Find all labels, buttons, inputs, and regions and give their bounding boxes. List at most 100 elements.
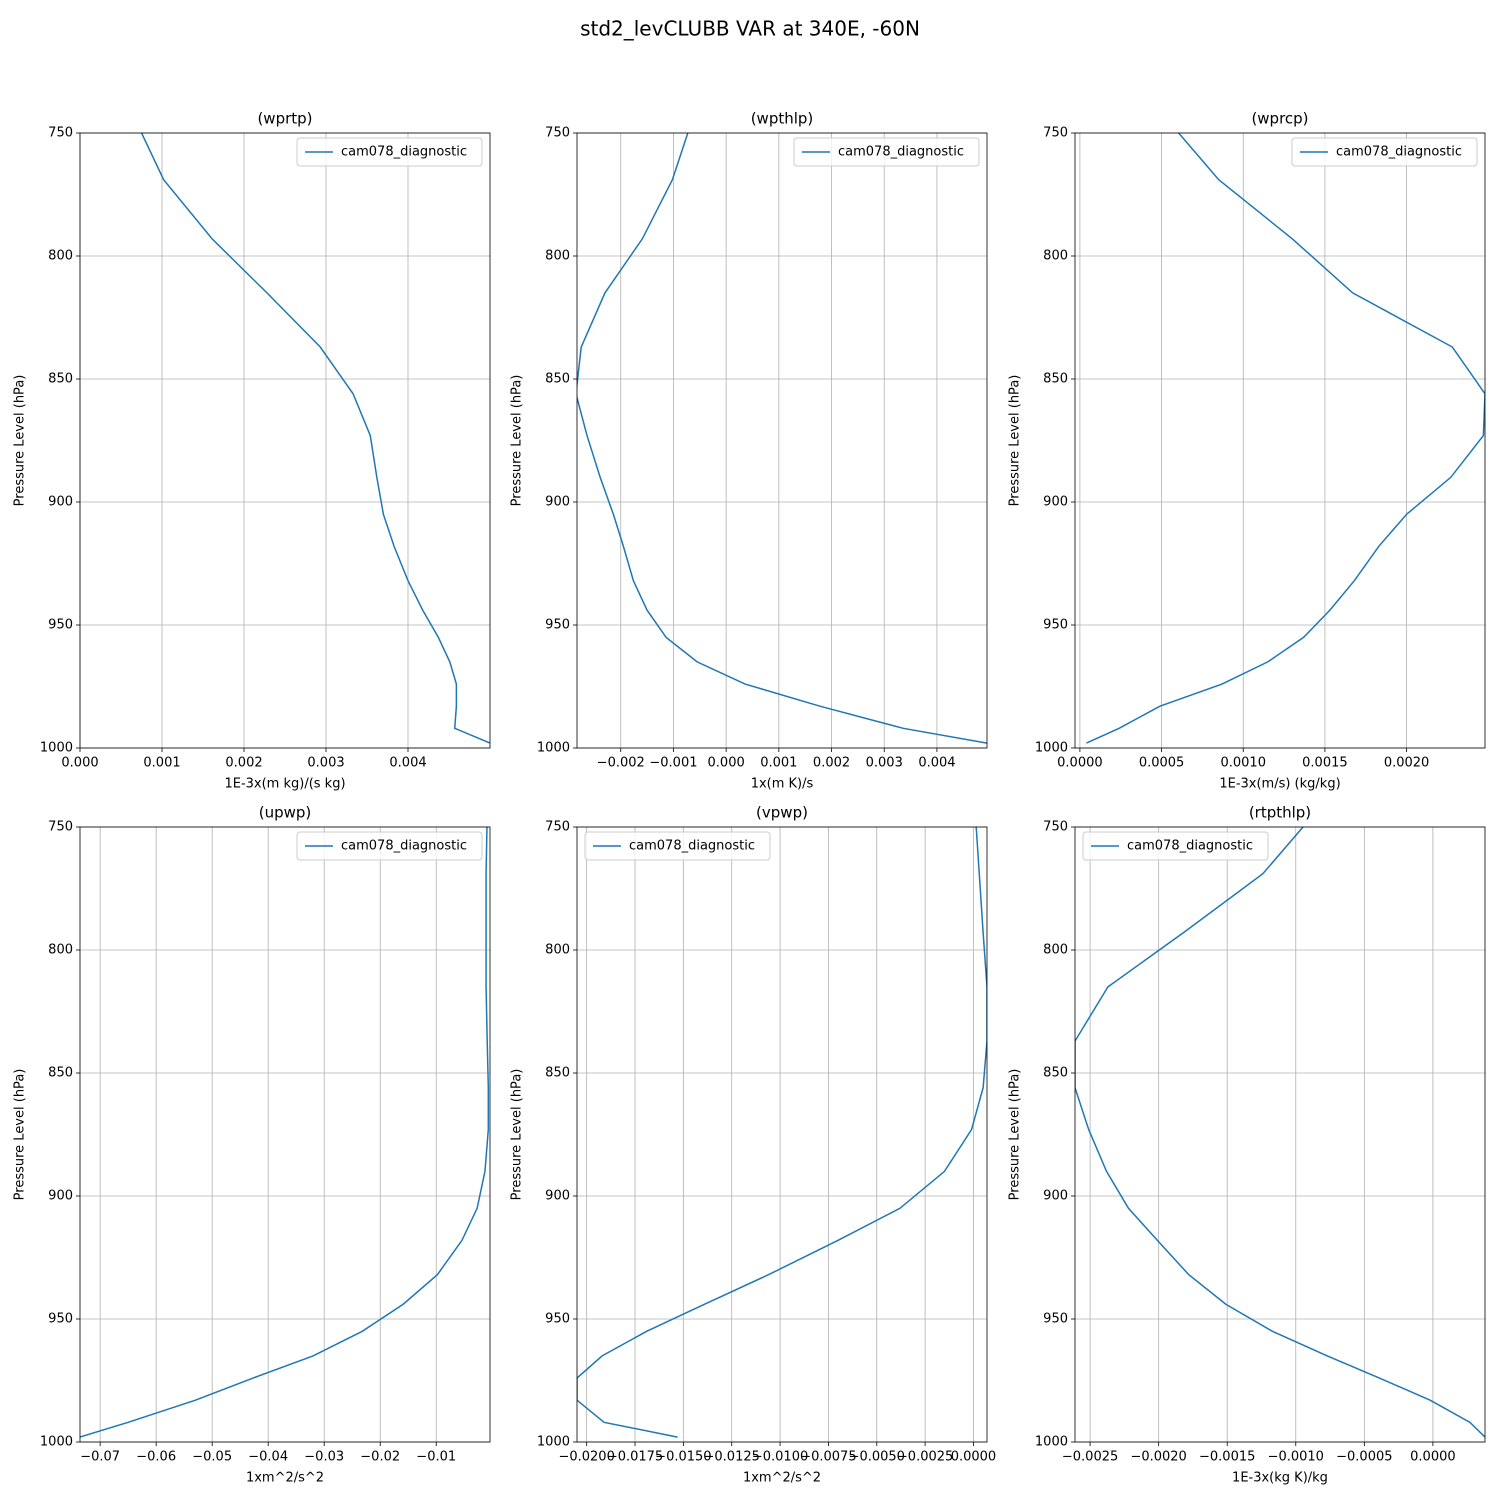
axes-frame <box>576 132 988 749</box>
legend-box <box>1082 831 1269 861</box>
x-tick-label: −0.0100 <box>752 1450 808 1465</box>
y-tick-label: 750 <box>48 820 73 835</box>
x-tick-label: −0.002 <box>597 756 645 771</box>
data-line <box>1086 133 1485 744</box>
y-tick-label: 850 <box>48 372 73 387</box>
axes-frame <box>79 132 491 749</box>
subplot-title: (upwp) <box>259 804 312 822</box>
y-tick-label: 850 <box>545 1066 570 1081</box>
y-tick-label: 1000 <box>40 741 73 756</box>
x-tick-label: −0.0020 <box>1130 1450 1186 1465</box>
y-axis-label: Pressure Level (hPa) <box>510 375 525 507</box>
subplot-title: (wprcp) <box>1251 110 1308 128</box>
x-axis-label: 1x(m K)/s <box>751 777 814 792</box>
y-tick-label: 800 <box>1043 943 1068 958</box>
data-line <box>577 133 987 744</box>
x-axis-label: 1E-3x(m/s) (kg/kg) <box>1219 777 1340 792</box>
y-tick-label: 1000 <box>537 741 570 756</box>
subplot-title: (rtpthlp) <box>1249 804 1311 822</box>
x-tick-label: 0.003 <box>307 756 344 771</box>
axes-frame <box>576 826 988 1443</box>
y-tick-label: 1000 <box>1035 741 1068 756</box>
x-tick-label: −0.0050 <box>849 1450 905 1465</box>
x-tick-label: 0.0015 <box>1302 756 1348 771</box>
x-tick-label: −0.0125 <box>704 1450 760 1465</box>
legend-label: cam078_diagnostic <box>838 145 964 160</box>
x-tick-label: 0.0010 <box>1220 756 1266 771</box>
x-tick-label: 0.003 <box>866 756 903 771</box>
data-line <box>80 827 490 1438</box>
legend: cam078_diagnostic <box>1291 137 1478 167</box>
x-tick-label: −0.0025 <box>1062 1450 1118 1465</box>
x-tick-label: 0.001 <box>143 756 180 771</box>
x-tick-label: −0.02 <box>360 1450 400 1465</box>
y-axis-label: Pressure Level (hPa) <box>13 375 28 507</box>
y-axis-label: Pressure Level (hPa) <box>510 1069 525 1201</box>
y-tick-label: 750 <box>545 126 570 141</box>
plot-area <box>80 827 490 1438</box>
x-tick-label: −0.0150 <box>655 1450 711 1465</box>
y-tick-label: 900 <box>1043 495 1068 510</box>
y-tick-label: 950 <box>545 1312 570 1327</box>
x-tick-label: 0.004 <box>918 756 955 771</box>
plot-area <box>1075 827 1485 1438</box>
y-tick-label: 950 <box>545 618 570 633</box>
y-tick-label: 850 <box>1043 1066 1068 1081</box>
x-tick-label: −0.001 <box>649 756 697 771</box>
legend-label: cam078_diagnostic <box>1127 839 1253 854</box>
legend-label: cam078_diagnostic <box>1336 145 1462 160</box>
legend: cam078_diagnostic <box>584 831 771 861</box>
plot-area <box>577 827 987 1438</box>
x-tick-label: 0.002 <box>813 756 850 771</box>
y-tick-label: 750 <box>1043 820 1068 835</box>
legend-box <box>296 137 483 167</box>
plot-area <box>140 133 490 744</box>
subplot-title: (wpthlp) <box>751 110 814 128</box>
data-line <box>140 133 490 744</box>
y-tick-label: 1000 <box>40 1435 73 1450</box>
y-tick-label: 800 <box>48 249 73 264</box>
legend: cam078_diagnostic <box>1082 831 1269 861</box>
y-tick-label: 800 <box>545 943 570 958</box>
y-tick-label: 750 <box>1043 126 1068 141</box>
x-tick-label: −0.04 <box>248 1450 288 1465</box>
axes-frame <box>79 826 491 1443</box>
data-line <box>577 827 987 1438</box>
x-tick-label: 0.002 <box>225 756 262 771</box>
y-axis-label: Pressure Level (hPa) <box>13 1069 28 1201</box>
x-axis-label: 1xm^2/s^2 <box>743 1471 821 1486</box>
subplot: −0.0200−0.0175−0.0150−0.0125−0.0100−0.00… <box>510 804 997 1486</box>
legend-box <box>296 831 483 861</box>
plot-area <box>1086 133 1485 744</box>
x-axis-label: 1E-3x(kg K)/kg <box>1232 1471 1328 1486</box>
y-tick-label: 1000 <box>537 1435 570 1450</box>
subplot-title: (wprtp) <box>257 110 312 128</box>
x-tick-label: 0.0000 <box>1057 756 1103 771</box>
x-tick-label: −0.07 <box>80 1450 120 1465</box>
x-tick-label: −0.06 <box>136 1450 176 1465</box>
legend-box <box>584 831 771 861</box>
legend-box <box>793 137 980 167</box>
y-tick-label: 850 <box>545 372 570 387</box>
data-line <box>1075 827 1485 1438</box>
figure-title: std2_levCLUBB VAR at 340E, -60N <box>580 17 920 41</box>
legend-label: cam078_diagnostic <box>629 839 755 854</box>
x-tick-label: −0.0025 <box>897 1450 953 1465</box>
y-tick-label: 900 <box>1043 1189 1068 1204</box>
x-tick-label: −0.0010 <box>1268 1450 1324 1465</box>
legend-box <box>1291 137 1478 167</box>
y-tick-label: 950 <box>1043 1312 1068 1327</box>
x-tick-label: −0.0005 <box>1336 1450 1392 1465</box>
y-tick-label: 900 <box>48 1189 73 1204</box>
subplot: −0.0025 −0.0020 −0.0015 −0.0010 −0.0005 0.000… <box>1008 804 1486 1486</box>
subplot-title: (vpwp) <box>756 804 808 822</box>
x-tick-label: −0.03 <box>304 1450 344 1465</box>
x-axis-label: 1xm^2/s^2 <box>246 1471 324 1486</box>
y-tick-label: 900 <box>545 1189 570 1204</box>
x-tick-label: −0.0200 <box>558 1450 614 1465</box>
y-tick-label: 950 <box>1043 618 1068 633</box>
x-tick-label: 0.0020 <box>1384 756 1430 771</box>
axes-frame <box>1074 132 1486 749</box>
